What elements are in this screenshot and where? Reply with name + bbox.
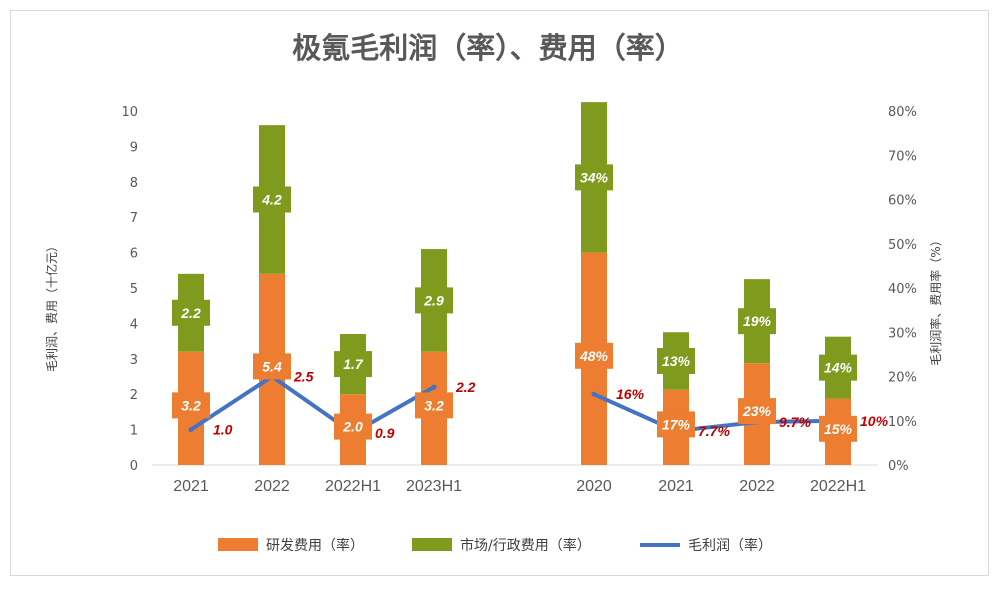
category-label: 2022H1 [325,478,381,495]
legend: 研发费用（率） 市场/行政费用（率） 毛利润（率） [218,537,772,554]
label-box-research [657,411,695,438]
category-label: 2023H1 [406,478,462,495]
data-label-research: 15% [824,421,853,437]
gross-profit-line [189,374,436,436]
data-label-gross-profit: 2.5 [293,369,314,385]
data-label-gross-profit: 10% [860,413,889,429]
left-tick-label: 4 [130,317,138,332]
gross-profit-point [431,384,437,390]
legend-label: 毛利润（率） [688,537,772,554]
right-axis: 0% 10% 20% 30% 40% 50% 60% 70% 80% [888,105,917,474]
chart-title: 极氪毛利润（率）、费用（率） [292,31,684,65]
data-label-marketing: 1.7 [343,356,364,372]
right-tick-label: 30% [888,326,917,341]
data-label-marketing: 2.9 [423,292,444,308]
legend-swatch [412,538,452,551]
data-label-gross-profit: 2.2 [455,379,476,395]
label-box-research [253,353,291,380]
label-box-marketing [657,348,695,375]
label-box-marketing [819,354,857,381]
gross-profit-line [592,392,840,433]
data-label-research: 48% [579,348,609,364]
right-tick-label: 40% [888,282,917,297]
data-label-research: 17% [662,416,691,432]
gross-profit-point [188,427,194,433]
category-label: 2020 [576,478,612,495]
left-tick-label: 9 [130,140,138,155]
category-label: 2021 [173,478,209,495]
label-box-marketing [738,308,776,335]
data-label-gross-profit: 9.7% [779,414,811,430]
right-axis-title: 毛利润率、费用率（%） [928,234,943,365]
chart-frame [10,10,989,576]
legend-swatch [218,538,258,551]
labels-layer: 3.2 2.2 5.4 4.2 2.0 1.7 3.2 2.9 1.0 2.5 0.9 2.2 48% 3… [172,164,889,442]
left-axis: 0 1 2 3 4 5 6 7 8 9 10 [121,105,138,474]
label-box-marketing [334,351,372,378]
label-box-research [575,342,613,369]
data-label-marketing: 34% [580,169,609,185]
category-label: 2022 [739,478,775,495]
category-label: 2021 [658,478,694,495]
right-tick-label: 0% [888,459,909,474]
data-label-research: 2.0 [342,419,363,435]
label-box-research [738,398,776,425]
left-tick-label: 7 [130,211,138,226]
data-label-gross-profit: 16% [616,386,645,402]
legend-label: 市场/行政费用（率） [460,537,591,554]
data-label-gross-profit: 7.7% [698,423,730,439]
category-label: 2022H1 [810,478,866,495]
data-label-marketing: 2.2 [180,305,201,321]
left-tick-label: 0 [130,459,138,474]
label-box-research [415,392,453,419]
left-tick-label: 3 [130,353,138,368]
data-label-marketing: 13% [662,353,691,369]
data-label-marketing: 14% [824,360,853,376]
category-label: 2022 [254,478,290,495]
right-tick-label: 70% [888,149,917,164]
left-tick-label: 1 [130,424,138,439]
legend-label: 研发费用（率） [266,537,364,554]
category-labels: 2021 2022 2022H1 2023H1 2020 2021 2022 2022H1 [173,478,866,495]
right-tick-label: 50% [888,238,917,253]
right-tick-label: 80% [888,105,917,120]
data-label-research: 3.2 [181,397,201,413]
label-box-marketing [575,164,613,191]
left-tick-label: 10 [121,105,138,120]
data-label-gross-profit: 0.9 [375,425,395,441]
label-box-research [819,415,857,442]
left-tick-label: 6 [130,247,138,262]
left-axis-title: 毛利润、费用（十亿元） [44,240,59,372]
left-tick-label: 2 [130,388,138,403]
label-box-marketing [415,287,453,314]
right-tick-label: 10% [888,415,917,430]
data-label-marketing: 19% [743,313,772,329]
right-tick-label: 20% [888,371,917,386]
label-box-marketing [172,299,210,326]
label-box-marketing [253,186,291,213]
gross-profit-point [591,391,597,397]
left-tick-label: 5 [130,282,138,297]
data-label-marketing: 4.2 [261,192,282,208]
right-tick-label: 60% [888,194,917,209]
data-label-research: 5.4 [262,358,282,374]
data-label-gross-profit: 1.0 [213,422,233,438]
label-box-research [172,392,210,419]
label-box-research [334,413,372,440]
data-label-research: 3.2 [424,397,444,413]
left-tick-label: 8 [130,176,138,191]
data-label-research: 23% [742,403,772,419]
